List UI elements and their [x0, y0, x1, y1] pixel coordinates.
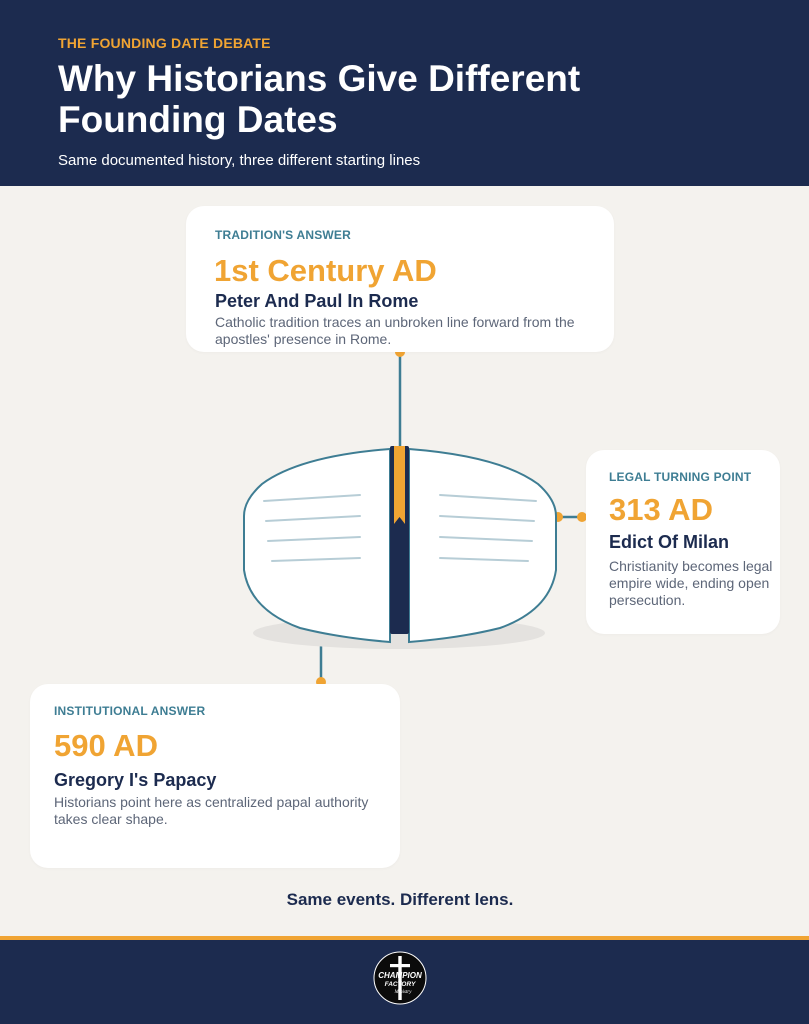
logo-line-1: CHAMPION [378, 971, 422, 980]
footer-accent-stripe [0, 936, 809, 940]
card-label: LEGAL TURNING POINT [609, 470, 752, 484]
card-institutional: INSTITUTIONAL ANSWER 590 AD Gregory I's … [30, 684, 400, 868]
cross-logo-icon: CHAMPION FACTORY Ministry [373, 951, 427, 1005]
card-heading: Peter And Paul In Rome [215, 291, 419, 311]
card-description: Christianity becomes legal empire wide, … [609, 558, 773, 608]
card-description: Historians point here as centralized pap… [54, 794, 369, 827]
logo-line-3: Ministry [394, 990, 413, 995]
card-label: INSTITUTIONAL ANSWER [54, 704, 206, 718]
logo-line-2: FACTORY [385, 981, 416, 988]
page-subtitle: Same documented history, three different… [58, 152, 421, 169]
card-label: TRADITION'S ANSWER [215, 228, 352, 242]
bookmark-ribbon [394, 446, 405, 524]
card-date: 313 AD [609, 492, 713, 527]
card-heading: Gregory I's Papacy [54, 770, 217, 790]
header-banner: THE FOUNDING DATE DEBATE Why Historians … [0, 0, 809, 186]
book-text-lines [263, 494, 537, 562]
book-right-page [408, 447, 557, 644]
card-tradition: TRADITION'S ANSWER 1st Century AD Peter … [186, 206, 614, 352]
tagline: Same events. Different lens. [286, 890, 514, 909]
card-description: Catholic tradition traces an unbroken li… [215, 314, 575, 347]
card-legal-turning-point: LEGAL TURNING POINT 313 AD Edict Of Mila… [586, 450, 780, 634]
page-title: Why Historians Give Different Founding D… [58, 58, 581, 140]
card-date: 590 AD [54, 728, 158, 763]
eyebrow-label: THE FOUNDING DATE DEBATE [58, 35, 271, 51]
book-left-page [243, 447, 391, 644]
card-date: 1st Century AD [214, 253, 437, 288]
card-heading: Edict Of Milan [609, 532, 730, 552]
